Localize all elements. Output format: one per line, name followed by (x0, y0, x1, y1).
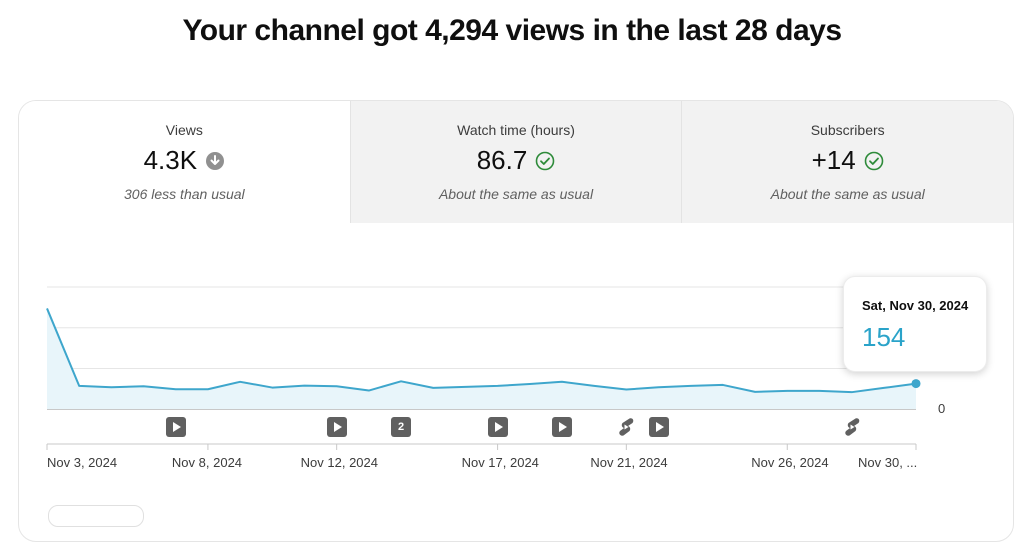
data-point[interactable] (173, 386, 179, 392)
video-marker-play-icon[interactable] (551, 417, 572, 437)
y-axis-zero-label: 0 (938, 401, 946, 416)
metric-note: About the same as usual (438, 186, 594, 202)
tooltip-date: Sat, Nov 30, 2024 (862, 298, 969, 313)
x-tick-label: Nov 21, 2024 (590, 455, 668, 470)
data-point[interactable] (656, 384, 662, 390)
views-area (47, 308, 916, 409)
data-point[interactable] (301, 383, 307, 389)
views-chart[interactable] (0, 0, 1024, 511)
data-point[interactable] (720, 382, 726, 388)
arrow-down-circle-icon (206, 151, 225, 170)
data-point[interactable] (366, 388, 372, 394)
highlighted-data-point[interactable] (911, 379, 921, 389)
shorts-marker-icon[interactable] (842, 417, 862, 437)
x-tick-label: Nov 26, 2024 (751, 455, 829, 470)
data-point[interactable] (108, 384, 114, 390)
metric-tab-subscribers[interactable]: Subscribers +14 About the same as usual (681, 101, 1013, 223)
metric-tab-watch-time[interactable]: Watch time (hours) 86.7 About the same a… (349, 101, 682, 223)
data-point[interactable] (784, 388, 790, 394)
video-marker-play-icon[interactable] (326, 417, 347, 437)
bottom-pill-button[interactable] (48, 505, 144, 527)
metric-tabs: Views 4.3K 306 less than usual Watch tim… (19, 101, 1013, 223)
data-point[interactable] (237, 379, 243, 385)
data-point[interactable] (205, 386, 211, 392)
data-point[interactable] (881, 385, 887, 391)
metric-value: 4.3K (143, 145, 198, 175)
x-tick-label: Nov 30, ... (858, 455, 918, 470)
data-point[interactable] (269, 385, 275, 391)
data-point[interactable] (559, 379, 565, 385)
x-tick-label: Nov 12, 2024 (300, 455, 378, 470)
x-tick-label: Nov 17, 2024 (461, 455, 539, 470)
data-point[interactable] (623, 387, 629, 393)
data-point[interactable] (141, 383, 147, 389)
metric-value: 86.7 (476, 145, 528, 175)
data-point[interactable] (398, 378, 404, 384)
views-line (46, 308, 917, 394)
data-point[interactable] (430, 385, 436, 391)
video-marker-play-icon[interactable] (165, 417, 186, 437)
x-tick-label: Nov 8, 2024 (171, 455, 243, 470)
data-point[interactable] (76, 383, 82, 389)
metric-value: +14 (811, 145, 856, 175)
video-marker-play-icon[interactable] (487, 417, 508, 437)
metric-label: Subscribers (810, 122, 885, 138)
metric-label: Watch time (hours) (457, 122, 575, 138)
check-circle-icon (536, 151, 555, 170)
page-headline: Your channel got 4,294 views in the last… (182, 14, 842, 47)
video-count-marker[interactable]: 2 (391, 417, 412, 437)
check-circle-icon (864, 151, 884, 170)
video-marker-play-icon[interactable] (648, 417, 669, 437)
tooltip-value: 154 (862, 322, 906, 352)
shorts-marker-icon[interactable] (616, 417, 636, 437)
metric-tab-views[interactable]: Views 4.3K 306 less than usual (19, 101, 350, 223)
data-point[interactable] (752, 389, 758, 395)
chart-tooltip: Sat, Nov 30, 2024 154 (843, 276, 987, 372)
metric-note: About the same as usual (770, 186, 925, 202)
data-point[interactable] (688, 383, 694, 389)
data-point[interactable] (495, 383, 501, 389)
data-point[interactable] (334, 383, 340, 389)
data-point[interactable] (591, 383, 597, 389)
data-point[interactable] (816, 388, 822, 394)
data-point[interactable] (44, 305, 50, 311)
data-point[interactable] (462, 384, 468, 390)
data-point[interactable] (527, 381, 533, 387)
metric-label: Views (165, 122, 203, 138)
data-point[interactable] (849, 389, 855, 395)
metric-note: 306 less than usual (124, 186, 245, 202)
x-tick-label: Nov 3, 2024 (47, 455, 118, 470)
